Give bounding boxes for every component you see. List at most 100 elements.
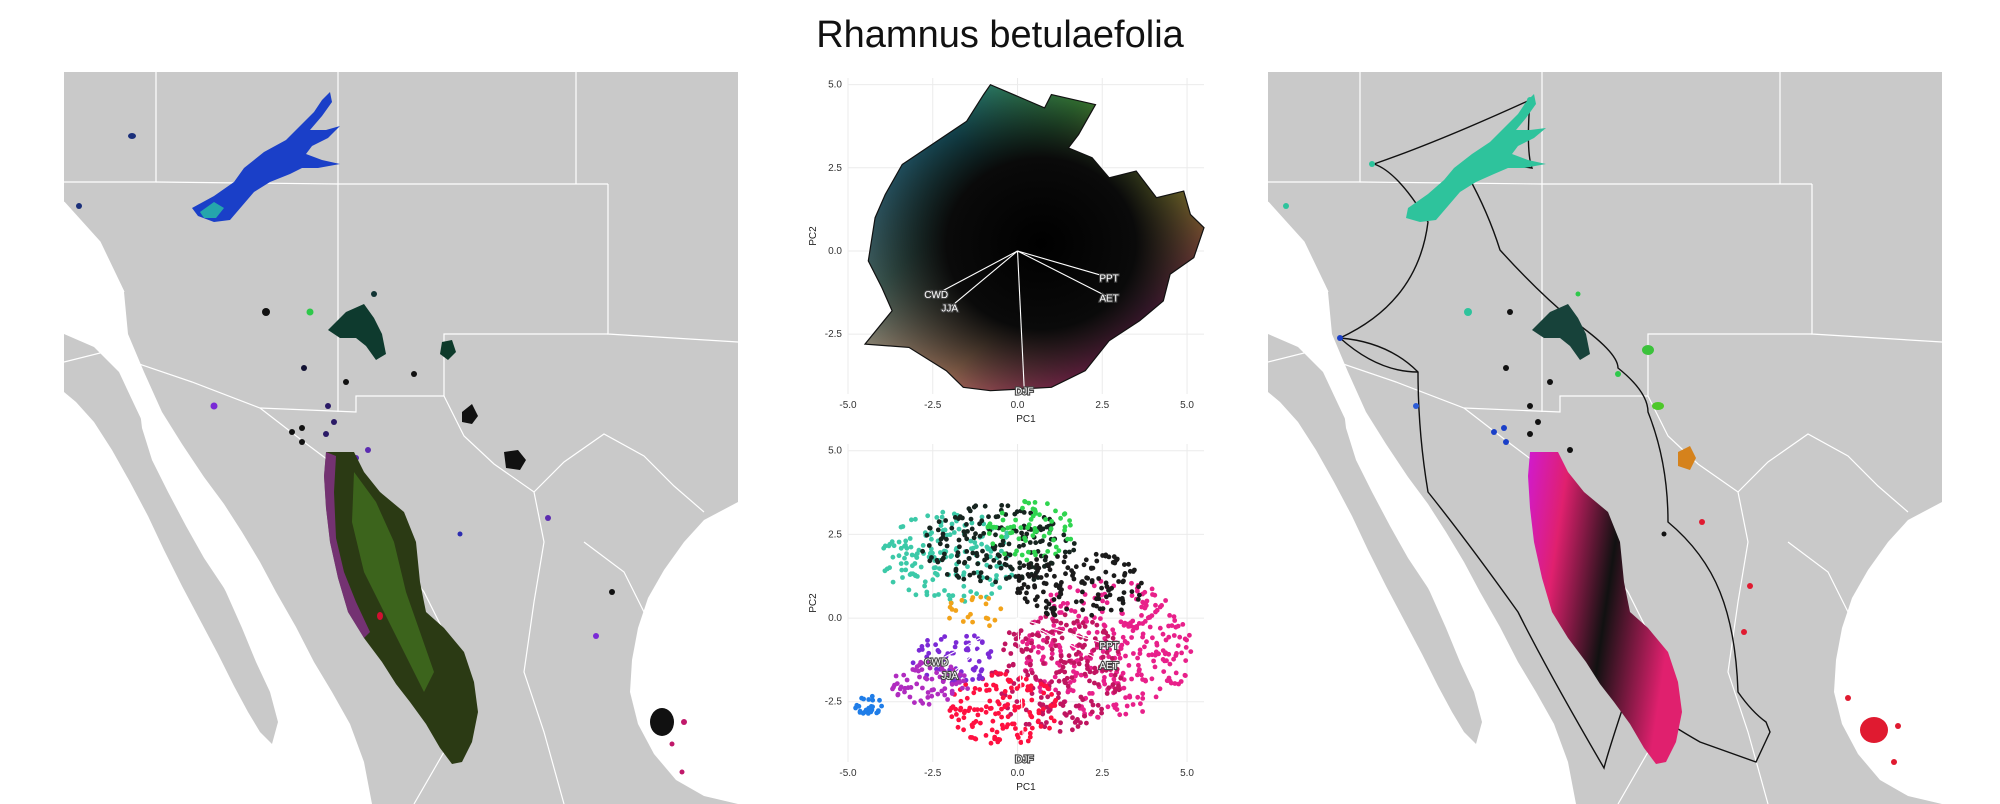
- pca-point: [1065, 601, 1070, 606]
- pca-point: [1033, 573, 1038, 578]
- pca-point: [1174, 671, 1179, 676]
- pca-point: [1062, 560, 1067, 565]
- pca-point: [1105, 600, 1110, 605]
- pca-point: [1008, 525, 1013, 530]
- pca-point: [973, 503, 978, 508]
- pca-point: [899, 561, 904, 566]
- pca-point: [1126, 562, 1131, 567]
- pca-point: [1076, 724, 1081, 729]
- pca-point: [1131, 651, 1136, 656]
- pca-point: [1076, 614, 1081, 619]
- pca-point: [927, 543, 932, 548]
- pca-point: [1121, 579, 1126, 584]
- y-tick-label: -2.5: [825, 329, 843, 340]
- pca-point: [925, 513, 930, 518]
- pca-point: [1040, 538, 1045, 543]
- pca-point: [1017, 560, 1022, 565]
- pca-point: [932, 566, 937, 571]
- pca-point: [866, 697, 871, 702]
- pca-point: [899, 546, 904, 551]
- pca-point: [876, 709, 881, 714]
- pca-point: [972, 535, 977, 540]
- pca-point: [907, 588, 912, 593]
- pca-point: [970, 620, 975, 625]
- pca-point: [1144, 639, 1149, 644]
- pca-point: [988, 565, 993, 570]
- pca-point: [1030, 632, 1035, 637]
- pca-point: [1129, 581, 1134, 586]
- pca-point: [1063, 550, 1068, 555]
- range-dot: [1642, 345, 1654, 355]
- x-tick-label: 5.0: [1180, 768, 1194, 779]
- pca-point: [1102, 675, 1107, 680]
- range-dot: [289, 429, 295, 435]
- pca-point: [1033, 675, 1038, 680]
- pca-point: [1164, 658, 1169, 663]
- pca-point: [1034, 529, 1039, 534]
- pca-point: [919, 565, 924, 570]
- pca-point: [1138, 648, 1143, 653]
- range-dot: [1699, 519, 1705, 525]
- range-dot: [343, 379, 349, 385]
- pca-point: [1050, 647, 1055, 652]
- pca-point: [1101, 655, 1106, 660]
- range-dot: [323, 431, 329, 437]
- pca-point: [1094, 559, 1099, 564]
- pca-point: [969, 517, 974, 522]
- pca-point: [881, 546, 886, 551]
- pca-point: [1128, 569, 1133, 574]
- pca-point: [900, 575, 905, 580]
- pca-point: [1096, 592, 1101, 597]
- pca-point: [996, 711, 1001, 716]
- pca-point: [1028, 540, 1033, 545]
- pca-point: [954, 640, 959, 645]
- pca-point: [1007, 630, 1012, 635]
- pca-point: [934, 670, 939, 675]
- pca-point: [1035, 603, 1040, 608]
- pca-point: [1062, 660, 1067, 665]
- pca-point: [999, 566, 1004, 571]
- pca-point: [915, 574, 920, 579]
- range-dot: [681, 719, 687, 725]
- pca-point: [1107, 555, 1112, 560]
- pca-point: [945, 572, 950, 577]
- pca-point: [971, 690, 976, 695]
- pca-point: [868, 710, 873, 715]
- pca-point: [1063, 511, 1068, 516]
- pca-point: [897, 553, 902, 558]
- y-tick-label: 5.0: [828, 446, 842, 457]
- pca-point: [1067, 518, 1072, 523]
- pca-point: [1128, 620, 1133, 625]
- pca-point: [1135, 695, 1140, 700]
- pca-point: [965, 696, 970, 701]
- pca-point: [1028, 713, 1033, 718]
- pca-point: [1044, 640, 1049, 645]
- pca-point: [1152, 593, 1157, 598]
- pca-point: [940, 515, 945, 520]
- pca-point: [969, 546, 974, 551]
- pca-point: [1004, 563, 1009, 568]
- pca-point: [1024, 558, 1029, 563]
- pca-point: [1153, 653, 1158, 658]
- pca-point: [1161, 669, 1166, 674]
- y-tick-label: -2.5: [825, 697, 843, 708]
- pca-point: [1108, 593, 1113, 598]
- pca-point: [1037, 512, 1042, 517]
- pca-point: [1106, 588, 1111, 593]
- pca-point: [1104, 581, 1109, 586]
- pca-point: [957, 527, 962, 532]
- pca-point: [929, 537, 934, 542]
- pca-point: [902, 556, 907, 561]
- pca-point: [1110, 627, 1115, 632]
- pca-point: [961, 727, 966, 732]
- pca-point: [987, 623, 992, 628]
- pca-point: [1024, 591, 1029, 596]
- pca-point: [1177, 635, 1182, 640]
- pca-point: [1120, 598, 1125, 603]
- pca-point: [961, 584, 966, 589]
- range-dot: [1662, 532, 1667, 537]
- pca-point: [1154, 641, 1159, 646]
- pca-point: [914, 592, 919, 597]
- pca-point: [984, 704, 989, 709]
- pca-point: [937, 649, 942, 654]
